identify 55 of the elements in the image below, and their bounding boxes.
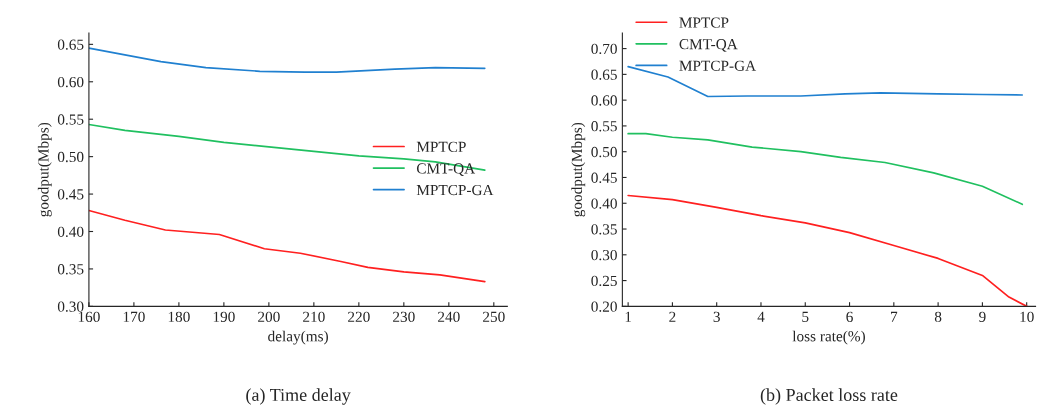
- y-tick-label: 0.65: [591, 69, 617, 80]
- y-tick-label: 0.30: [591, 249, 617, 261]
- text: (b) Packet loss rate: [760, 388, 898, 405]
- x-tick-label: 180: [168, 311, 190, 322]
- x-tick-label: 8: [934, 311, 942, 322]
- y-axis-title: goodput(Mbps): [37, 122, 52, 217]
- x-tick-label: 170: [123, 311, 145, 322]
- x-axis-title: delay(ms): [268, 330, 328, 345]
- x-tick-label: 240: [438, 311, 460, 322]
- y-tick-label: 0.50: [57, 151, 84, 163]
- line-series: [88, 47, 486, 73]
- x-tick-label: 160: [78, 311, 100, 322]
- y-tick-label: 0.30: [57, 301, 84, 312]
- x-tick-label: 230: [393, 311, 415, 322]
- y-tick-label: 0.25: [591, 275, 617, 287]
- line-series: [627, 194, 1028, 307]
- y-tick-label: 0.60: [591, 95, 617, 106]
- y-axis-title: goodput(Mbps): [571, 122, 586, 217]
- y-tick-label: 0.50: [591, 146, 617, 158]
- y-tick-label: 0.65: [57, 39, 84, 50]
- line-series: [627, 132, 1024, 206]
- x-axis-title: loss rate(%): [792, 330, 865, 345]
- x-tick-label: 210: [303, 311, 325, 322]
- legend-label: MPTCP-GA: [679, 60, 757, 71]
- x-tick-label: 6: [846, 311, 853, 322]
- x-tick-label: 3: [713, 311, 720, 322]
- y-tick-label: 0.45: [591, 172, 617, 183]
- y-tick-label: 0.35: [57, 264, 84, 275]
- legend-label: CMT-QA: [679, 39, 738, 52]
- y-tick-label: 0.45: [57, 189, 84, 200]
- x-tick-label: 10: [1020, 311, 1034, 322]
- y-tick-label: 0.35: [591, 224, 617, 235]
- x-tick-label: 250: [483, 311, 505, 322]
- text: (a) Time delay: [246, 388, 351, 405]
- x-tick-label: 1: [625, 311, 632, 322]
- x-tick-label: 2: [669, 311, 676, 322]
- y-tick-label: 0.60: [57, 76, 84, 88]
- x-tick-label: 200: [258, 311, 280, 322]
- legend-label: MPTCP: [679, 17, 729, 28]
- x-tick-label: 190: [213, 311, 235, 322]
- x-tick-label: 4: [757, 311, 765, 322]
- legend-label: MPTCP-GA: [416, 184, 494, 196]
- x-tick-label: 220: [348, 311, 370, 322]
- legend-label: CMT-QA: [416, 163, 476, 176]
- y-tick-label: 0.55: [57, 114, 84, 125]
- legend-label: MPTCP: [416, 141, 466, 153]
- x-tick-label: 7: [891, 311, 898, 322]
- y-tick-label: 0.55: [591, 121, 617, 132]
- x-tick-label: 9: [979, 311, 986, 322]
- y-tick-label: 0.40: [591, 198, 617, 209]
- line-series: [88, 209, 486, 283]
- y-tick-label: 0.40: [57, 226, 84, 238]
- y-tick-label: 0.20: [591, 301, 617, 312]
- y-tick-label: 0.70: [591, 43, 617, 55]
- x-tick-label: 5: [802, 311, 809, 322]
